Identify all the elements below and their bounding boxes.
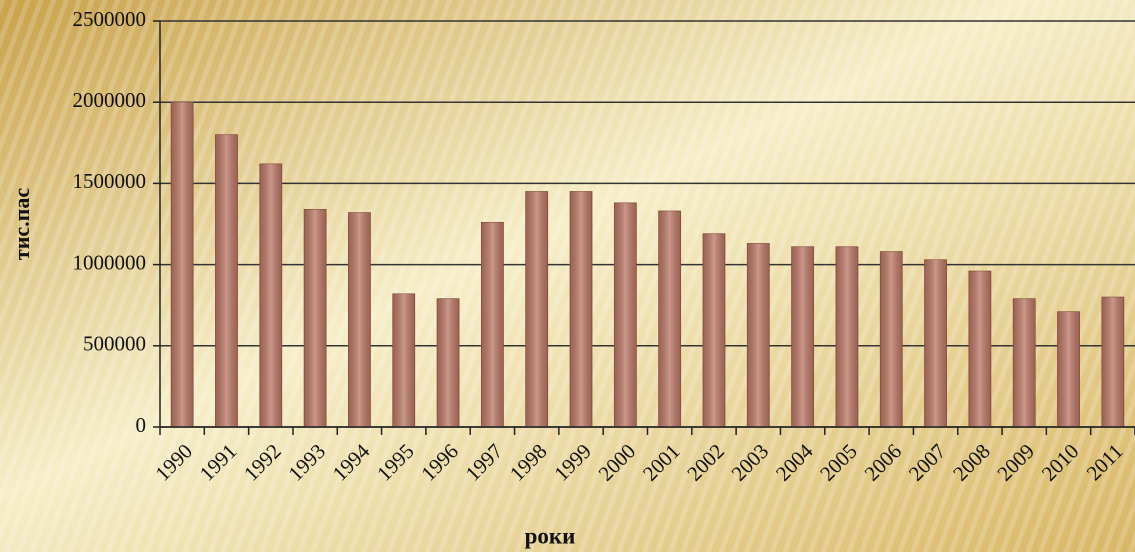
bar-shade — [348, 212, 371, 427]
bar-shade — [658, 211, 681, 427]
bar-shade — [968, 271, 991, 427]
y-axis-label: тис.пас — [9, 188, 34, 260]
y-tick-label: 2000000 — [73, 88, 147, 112]
y-tick-label: 2500000 — [73, 7, 147, 31]
y-tick-label: 500000 — [83, 332, 146, 356]
bar-shade — [525, 191, 548, 427]
bar-shade — [304, 209, 327, 427]
bar-shade — [702, 233, 725, 427]
bar-shade — [614, 202, 637, 427]
bar-shade — [924, 259, 947, 427]
bar-shade — [171, 102, 194, 427]
bar-shade — [1057, 311, 1080, 427]
x-axis-label: роки — [525, 523, 576, 548]
bar-shade — [481, 222, 504, 427]
y-tick-label: 1000000 — [73, 250, 147, 274]
bar-shade — [392, 293, 415, 427]
bar-shade — [747, 243, 770, 427]
bar-shade — [1101, 297, 1124, 427]
y-tick-label: 1500000 — [73, 169, 147, 193]
y-tick-label: 0 — [136, 413, 147, 437]
bar-shade — [835, 246, 858, 427]
bar-shade — [880, 251, 903, 427]
bar-shade — [570, 191, 593, 427]
bar-shade — [215, 134, 238, 427]
bar-shade — [259, 163, 282, 428]
bar-shade — [791, 246, 814, 427]
bar-shade — [437, 298, 460, 427]
bar-shade — [1013, 298, 1036, 427]
